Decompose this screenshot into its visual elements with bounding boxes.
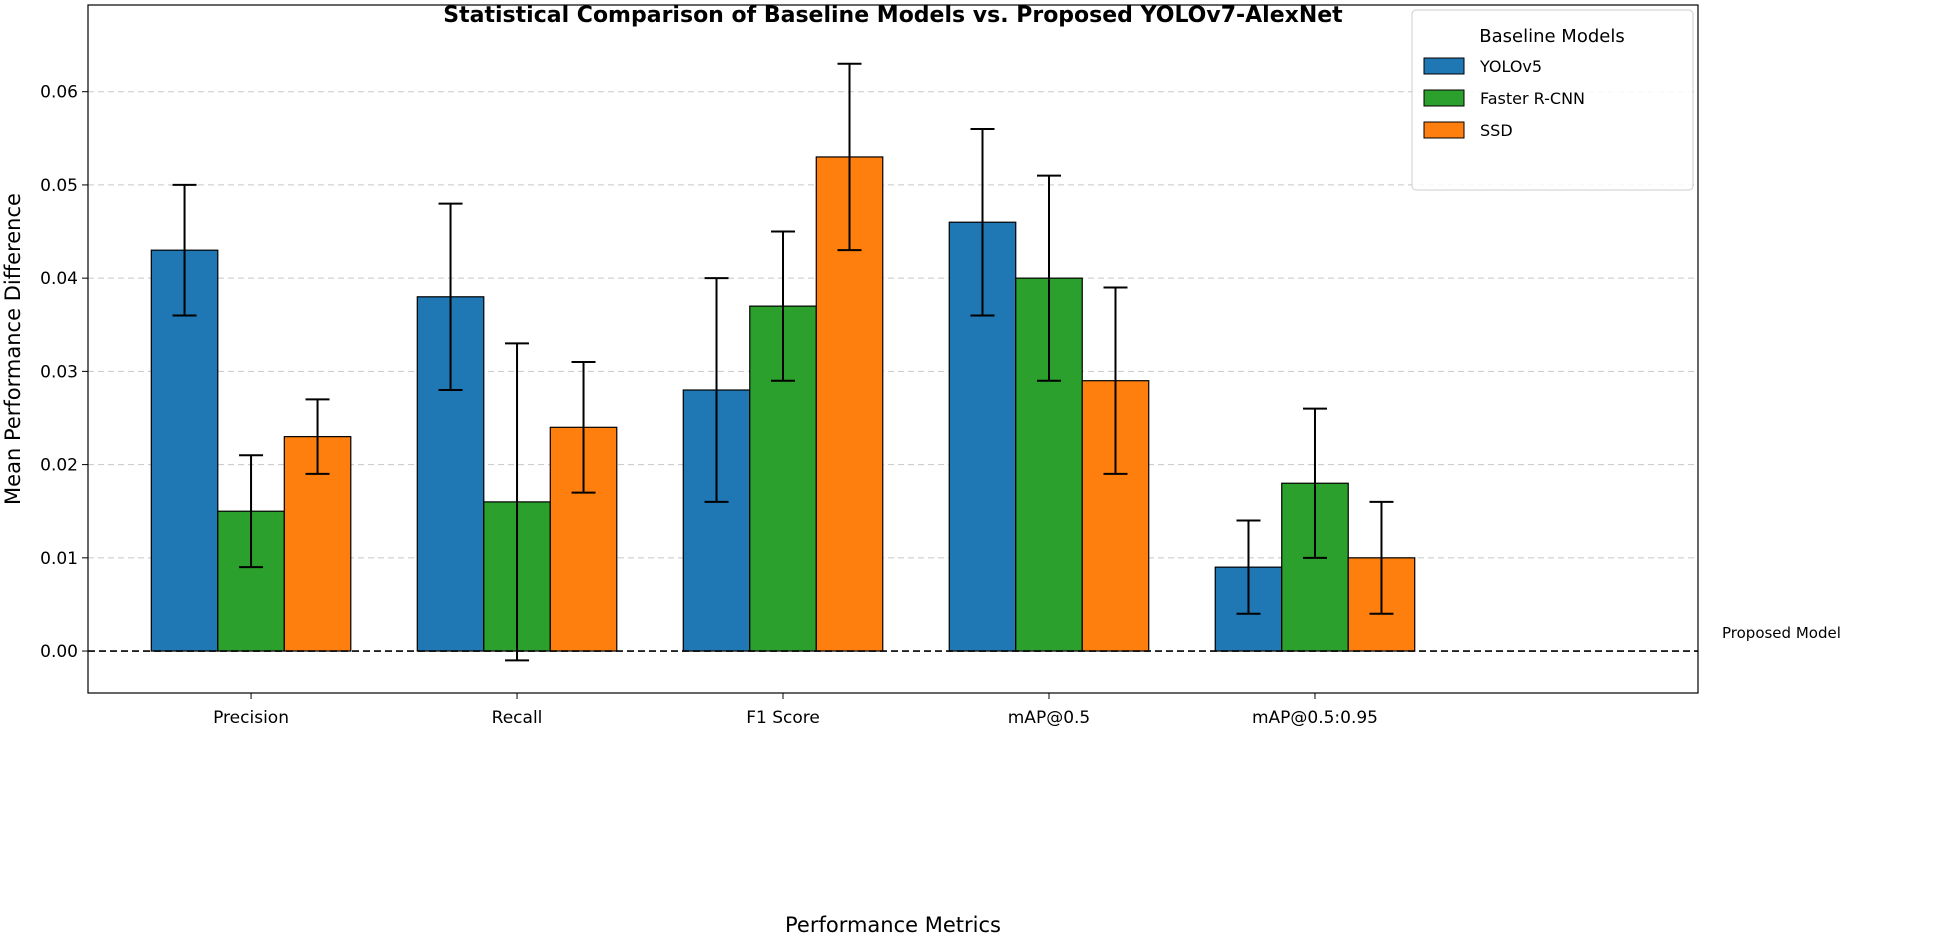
- plot-frame: [87, 4, 1699, 694]
- legend-swatch: [1423, 57, 1465, 75]
- proposed-model-label: Proposed Model: [1722, 624, 1841, 642]
- chart-title: Statistical Comparison of Baseline Model…: [443, 3, 1343, 28]
- legend-swatch: [1423, 121, 1465, 139]
- legend-label: Faster R-CNN: [1480, 89, 1585, 108]
- legend: Baseline Models YOLOv5 Faster R-CNN SSD: [1411, 9, 1694, 191]
- legend-label: YOLOv5: [1479, 57, 1542, 76]
- y-tick-label: 0.05: [40, 176, 78, 196]
- x-axis: Precision Recall F1 Score mAP@0.5 mAP@0.5:0.…: [213, 693, 1378, 728]
- legend-label: SSD: [1480, 121, 1513, 140]
- x-tick-label: F1 Score: [746, 708, 820, 728]
- error-bars: [172, 62, 1394, 662]
- x-tick-label: Precision: [213, 708, 289, 728]
- y-axis: 0.00 0.01 0.02 0.03 0.04 0.05 0.06: [40, 83, 88, 662]
- y-axis-label: Mean Performance Difference: [1, 193, 25, 505]
- bar: [150, 249, 219, 652]
- y-tick-label: 0.02: [40, 456, 78, 476]
- y-tick-label: 0.00: [40, 642, 78, 662]
- legend-title: Baseline Models: [1479, 26, 1624, 47]
- legend-swatch: [1423, 89, 1465, 107]
- x-tick-label: Recall: [492, 708, 543, 728]
- legend-box: [1411, 9, 1694, 191]
- x-axis-label: Performance Metrics: [785, 913, 1001, 937]
- y-tick-label: 0.01: [40, 549, 78, 569]
- x-tick-label: mAP@0.5: [1008, 708, 1090, 728]
- y-tick-label: 0.03: [40, 362, 78, 382]
- y-tick-label: 0.06: [40, 83, 78, 103]
- x-tick-label: mAP@0.5:0.95: [1252, 708, 1378, 728]
- y-tick-label: 0.04: [40, 269, 78, 289]
